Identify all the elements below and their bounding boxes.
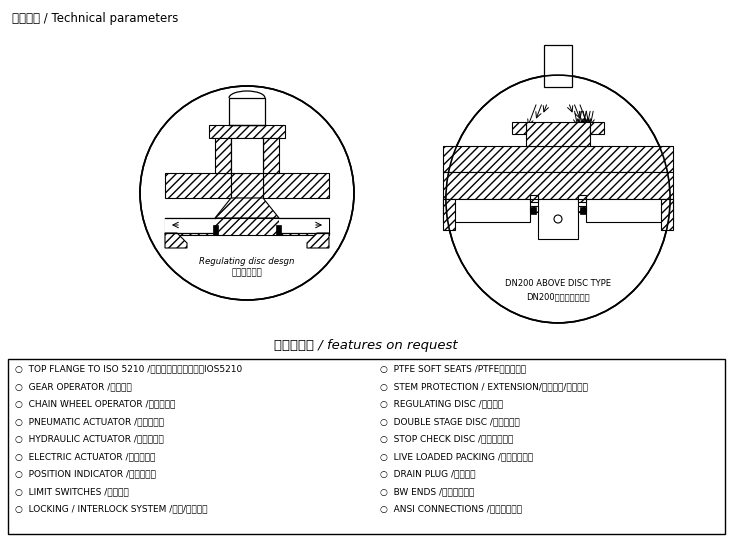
Text: 节流阀瓣设计: 节流阀瓣设计 [232, 268, 262, 278]
Text: ○  DRAIN PLUG /排污堵头: ○ DRAIN PLUG /排污堵头 [380, 469, 476, 479]
Bar [538, 199, 578, 239]
Text: ○  CHAIN WHEEL OPERATOR /链条轮操作: ○ CHAIN WHEEL OPERATOR /链条轮操作 [15, 399, 175, 409]
Bar [530, 195, 538, 199]
Text: ○  HYDRAULIC ACTUATOR /液压执行器: ○ HYDRAULIC ACTUATOR /液压执行器 [15, 434, 163, 444]
Bar [231, 138, 263, 173]
Bar [661, 199, 673, 230]
Text: ○  ELECTRIC ACTUATOR /电动执行器: ○ ELECTRIC ACTUATOR /电动执行器 [15, 452, 155, 461]
Text: 技术参数 / Technical parameters: 技术参数 / Technical parameters [12, 12, 178, 25]
Text: ○  GEAR OPERATOR /齿轮操作: ○ GEAR OPERATOR /齿轮操作 [15, 382, 132, 391]
Bar [263, 173, 329, 198]
Text: ○  DOUBLE STAGE DISC /双阀瓣设计: ○ DOUBLE STAGE DISC /双阀瓣设计 [380, 417, 520, 426]
Bar [263, 138, 279, 173]
Bar [586, 199, 673, 222]
Text: ○  POSITION INDICATOR /位置显示器: ○ POSITION INDICATOR /位置显示器 [15, 469, 156, 479]
Bar [578, 196, 586, 202]
Text: ○  REGULATING DISC /节流阀瓣: ○ REGULATING DISC /节流阀瓣 [380, 399, 503, 409]
Bar [530, 206, 538, 212]
Text: DN200 ABOVE DISC TYPE: DN200 ABOVE DISC TYPE [505, 279, 611, 288]
Text: ○  LIMIT SWITCHES /限位开关: ○ LIMIT SWITCHES /限位开关 [15, 487, 129, 496]
Bar [8, 359, 725, 534]
Polygon shape [307, 233, 329, 248]
Bar [443, 172, 673, 199]
Bar [443, 199, 455, 230]
Polygon shape [165, 233, 187, 248]
Polygon shape [215, 198, 279, 218]
Bar [215, 138, 231, 173]
Text: ○  STOP CHECK DISC /止回阀瓣设计: ○ STOP CHECK DISC /止回阀瓣设计 [380, 434, 513, 444]
Text: ○  STEM PROTECTION / EXTENSION/阀杆保护/延长寿命: ○ STEM PROTECTION / EXTENSION/阀杆保护/延长寿命 [380, 382, 588, 391]
Bar [580, 207, 586, 214]
Text: 新功能需求 / features on request: 新功能需求 / features on request [274, 339, 458, 352]
Bar [530, 196, 538, 202]
Text: ○  LOCKING / INTERLOCK SYSTEM /锁紧/连锁系统: ○ LOCKING / INTERLOCK SYSTEM /锁紧/连锁系统 [15, 505, 207, 514]
Text: DN200左平衡阀瓣设计: DN200左平衡阀瓣设计 [526, 293, 590, 301]
Bar [279, 218, 329, 233]
Text: ○  TOP FLANGE TO ISO 5210 /执行器连接法兰标准：IOS5210: ○ TOP FLANGE TO ISO 5210 /执行器连接法兰标准：IOS5… [15, 364, 242, 374]
Bar [165, 218, 329, 235]
Bar [213, 225, 218, 235]
Text: ○  PTFE SOFT SEATS /PTFE软密封阀座: ○ PTFE SOFT SEATS /PTFE软密封阀座 [380, 364, 526, 374]
Bar [229, 98, 265, 125]
Bar [165, 218, 215, 233]
Bar [578, 206, 586, 212]
Bar [578, 195, 586, 199]
Text: ○  BW ENDS /对焊连接法兰: ○ BW ENDS /对焊连接法兰 [380, 487, 474, 496]
Bar [530, 207, 536, 214]
Bar [165, 173, 231, 198]
Bar [443, 199, 530, 222]
Text: ○  PNEUMATIC ACTUATOR /气动执行器: ○ PNEUMATIC ACTUATOR /气动执行器 [15, 417, 164, 426]
Bar [276, 225, 281, 235]
Text: Regulating disc desgn: Regulating disc desgn [199, 257, 295, 266]
Text: ○  ANSI CONNECTIONS /美标连接法兰: ○ ANSI CONNECTIONS /美标连接法兰 [380, 505, 522, 514]
Bar [512, 122, 526, 134]
Bar [544, 45, 572, 87]
Text: ○  LIVE LOADED PACKING /填料压板设计: ○ LIVE LOADED PACKING /填料压板设计 [380, 452, 533, 461]
Bar [590, 122, 604, 134]
Bar [443, 146, 673, 172]
Bar [231, 173, 263, 198]
Bar [526, 122, 590, 146]
Bar [209, 125, 285, 138]
